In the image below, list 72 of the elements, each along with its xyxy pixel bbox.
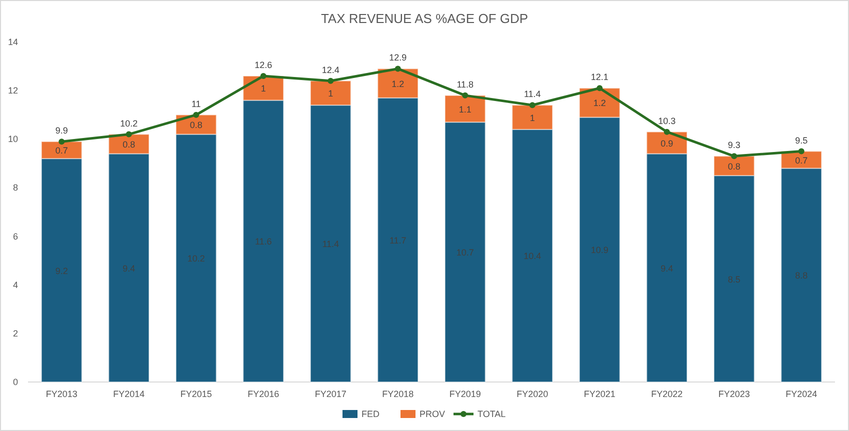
legend-label: PROV [420,409,446,419]
data-label: 1 [328,88,334,98]
x-tick-label: FY2017 [314,389,346,399]
data-label: 9.2 [55,266,68,276]
point [193,112,200,118]
data-label: 11 [191,98,201,109]
y-tick-label: 10 [8,134,18,144]
x-tick-label: FY2024 [786,389,818,399]
data-label: 10.7 [456,248,474,258]
point [328,78,334,84]
chart-title: TAX REVENUE AS %AGE OF GDP [320,11,528,26]
y-tick-label: 0 [12,377,18,387]
point [260,73,266,79]
legend-label: TOTAL [478,409,506,419]
y-tick-label: 12 [8,86,18,96]
data-label: 9.4 [660,263,674,274]
data-label: 1.1 [458,104,472,114]
x-tick-label: FY2016 [248,389,280,399]
y-tick-label: 6 [12,231,18,242]
data-label: 10.2 [187,254,205,264]
point [529,102,536,108]
data-label: 10.3 [658,116,676,126]
data-label: 9.3 [728,140,740,150]
data-label: 0.7 [55,146,68,156]
y-tick-label: 2 [12,328,18,338]
data-label: 10.9 [590,245,608,256]
data-label: 12.9 [389,52,407,63]
x-tick-label: FY2020 [516,389,548,399]
data-label: 11.4 [524,89,541,100]
point [798,148,804,154]
data-label: 0.8 [190,120,202,130]
y-tick-label: 4 [12,280,18,290]
data-label: 11.6 [254,236,272,247]
data-label: 0.8 [122,140,136,150]
data-label: 11.7 [389,235,406,246]
data-label: 0.9 [660,138,674,148]
point [664,128,670,135]
data-label: 9.4 [122,263,136,274]
point [596,85,603,92]
data-label: 0.7 [795,155,808,166]
data-label: 1.2 [593,98,606,108]
data-label: 11.8 [456,79,474,90]
point [126,131,132,138]
data-label: 9.5 [795,135,808,146]
legend-label: FED [362,409,380,419]
point [462,92,468,98]
y-tick-label: 8 [12,182,18,193]
x-tick-label: FY2018 [382,389,414,399]
x-tick-label: FY2022 [651,389,683,399]
data-label: 10.2 [120,118,138,128]
x-tick-label: FY2019 [449,389,481,399]
data-label: 11.4 [322,239,340,250]
point [58,138,65,145]
y-tick-label: 14 [8,37,18,47]
data-label: 12.6 [254,60,272,70]
data-label: 12.1 [590,72,608,82]
x-tick-label: FY2023 [718,389,750,399]
data-label: 0.8 [728,161,740,172]
point [394,66,401,72]
data-label: 1 [530,112,535,123]
data-label: 8.8 [795,270,808,281]
x-tick-label: FY2015 [180,389,212,399]
data-label: 8.5 [728,274,740,284]
data-label: 10.4 [524,251,542,262]
x-tick-label: FY2013 [46,389,78,399]
x-tick-label: FY2021 [584,389,616,399]
point [731,153,738,160]
x-tick-label: FY2014 [113,389,145,399]
data-label: 1 [260,84,266,94]
data-label: 1.2 [392,78,404,89]
data-label: 9.9 [55,126,68,136]
data-label: 12.4 [322,64,340,75]
